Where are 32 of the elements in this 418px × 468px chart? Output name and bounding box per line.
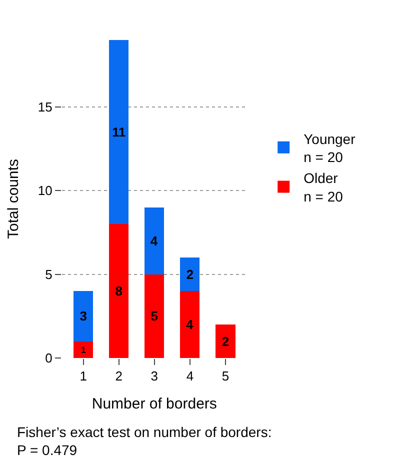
bar	[180, 258, 200, 292]
y-tick-label: 5	[45, 266, 52, 282]
bar	[74, 341, 94, 358]
bar	[144, 207, 164, 274]
legend-label: Older n = 20	[304, 170, 344, 204]
data-label: 5	[150, 308, 158, 324]
bar	[109, 40, 129, 224]
y-tick-label: 15	[38, 100, 52, 114]
data-label: 2	[186, 266, 194, 282]
data-label: 1	[80, 344, 86, 355]
data-label: 4	[186, 317, 194, 332]
x-tick-label: 2	[115, 368, 122, 384]
x-tick-label: 1	[80, 368, 87, 384]
data-label: 8	[115, 284, 122, 299]
data-label: 4	[150, 233, 158, 248]
x-tick-label: 4	[186, 368, 194, 384]
y-axis-title: Total counts	[5, 158, 22, 240]
y-tick-label: 0	[45, 350, 52, 366]
data-label: 2	[222, 334, 230, 349]
bar	[216, 324, 236, 358]
y-tick-label: 10	[38, 183, 52, 198]
bar	[109, 224, 129, 358]
x-tick-label: 5	[222, 368, 230, 384]
bar	[180, 291, 200, 358]
data-label: 3	[80, 308, 87, 324]
data-label: 11	[112, 124, 126, 140]
x-tick-label: 3	[150, 368, 158, 384]
legend-label: Younger n = 20	[304, 130, 356, 165]
text: Fisher’s exact test on number of borders: P = 0.479	[17, 424, 272, 458]
x-axis-title: Number of borders	[92, 396, 217, 413]
bar	[144, 274, 164, 358]
bar	[74, 291, 94, 342]
